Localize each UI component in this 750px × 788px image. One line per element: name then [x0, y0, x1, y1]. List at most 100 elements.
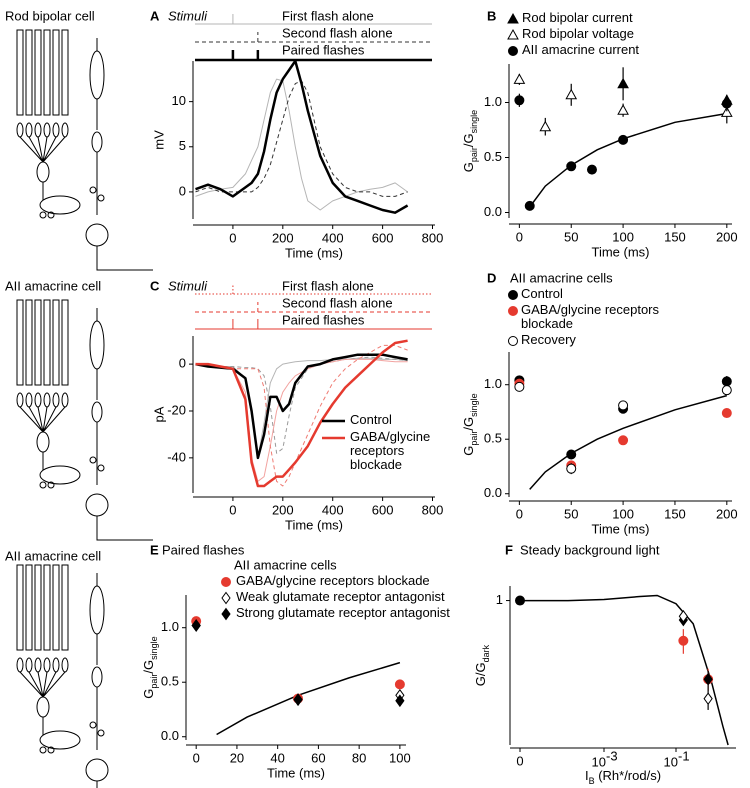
y-tick-label: 0.5: [484, 431, 502, 446]
x-tick-label: 0: [229, 230, 236, 245]
legend-label-line: blockade: [521, 316, 573, 331]
chart-title: Paired flashes: [162, 542, 245, 557]
legend-label: Rod bipolar voltage: [522, 26, 634, 41]
legend-marker: [507, 12, 519, 24]
y-axis-label-part: single: [149, 636, 159, 660]
x-axis-label: Time (ms): [591, 244, 649, 259]
x-tick-label: 400: [322, 502, 344, 517]
stimulus-name: Paired flashes: [282, 312, 365, 327]
chart-title: Steady background light: [520, 542, 660, 557]
data-point: [191, 619, 201, 632]
legend-label: Control: [350, 412, 392, 427]
data-point: [678, 635, 689, 646]
stimulus-name: First flash alone: [282, 278, 374, 293]
y-tick-label: 1.0: [484, 376, 502, 391]
y-axis-label-part: G: [141, 689, 156, 699]
stimulus-name: Second flash alone: [282, 25, 393, 40]
cell-label: Rod bipolar cell: [5, 8, 95, 23]
stimulus-name: First flash alone: [282, 8, 374, 23]
y-tick-label: -20: [167, 402, 186, 417]
legend-label-line: receptors: [350, 443, 405, 458]
x-tick-label: 50: [564, 229, 578, 244]
cell-diagram: [16, 29, 154, 271]
data-point: [720, 106, 733, 117]
y-tick-label: 0: [179, 183, 186, 198]
x-axis-label: IB (Rh*/rod/s): [585, 768, 661, 786]
trace: [195, 78, 408, 211]
y-axis-label-part: dark: [481, 644, 491, 662]
trace: [195, 344, 408, 487]
x-tick-label: 100: [389, 750, 411, 765]
legend-marker: [507, 28, 519, 40]
stimulus-name: Second flash alone: [282, 295, 393, 310]
legend-label: Recovery: [521, 332, 576, 347]
x-tick-exponent: -3: [606, 748, 618, 763]
legend-label-line: Strong glutamate receptor antagonist: [236, 605, 450, 620]
data-point: [703, 692, 713, 706]
panel-label: E: [150, 542, 159, 557]
cell-label: AII amacrine cell: [5, 278, 101, 293]
x-axis-label-part: (Rh*/rod/s): [595, 768, 661, 783]
x-tick-label: 600: [372, 230, 394, 245]
x-tick-label: 80: [352, 750, 366, 765]
x-tick-label: 800: [422, 230, 444, 245]
y-tick-label: 0.5: [161, 674, 179, 689]
x-tick-label: 0: [193, 750, 200, 765]
panel-label: A: [150, 8, 160, 23]
y-tick-label: 1.0: [484, 94, 502, 109]
legend-label-line: Rod bipolar current: [522, 10, 633, 25]
data-point: [566, 449, 577, 460]
legend-marker: [221, 607, 231, 621]
data-point: [514, 95, 525, 106]
trace: [195, 80, 408, 197]
x-tick-label: 200: [272, 502, 294, 517]
legend-title: AII amacrine cells: [234, 557, 337, 572]
x-tick-label: 0: [229, 502, 236, 517]
legend-label: GABA/glycine receptors blockade: [521, 302, 663, 331]
trace: [195, 59, 409, 214]
x-tick-exponent: -1: [678, 748, 690, 763]
data-point: [721, 376, 732, 387]
legend-label-line: Weak glutamate receptor antagonist: [236, 589, 445, 604]
fit-curve: [216, 661, 401, 736]
y-axis-label-part: G: [461, 446, 476, 456]
stimuli-label: Stimuli: [168, 8, 208, 23]
data-point: [618, 400, 629, 411]
y-tick-label: 1.0: [161, 619, 179, 634]
x-axis-label: Time (ms): [591, 521, 649, 536]
x-tick-label: 50: [564, 506, 578, 521]
data-point: [703, 672, 713, 686]
cell-diagram: [16, 299, 154, 541]
x-tick-label: 600: [372, 502, 394, 517]
data-point: [515, 595, 525, 606]
y-axis-label-part: /G: [461, 133, 476, 147]
legend-label-line: Control: [521, 286, 563, 301]
y-axis-label-part: pair: [469, 147, 479, 162]
y-axis-label: Gpair/Gsingle: [461, 110, 479, 172]
legend-label-line: GABA/glycine receptors: [521, 302, 660, 317]
data-point: [721, 408, 732, 419]
y-axis-label: mV: [151, 130, 166, 150]
x-tick-label: 60: [311, 750, 325, 765]
legend-marker: [508, 46, 518, 56]
trace: [195, 358, 408, 482]
panel-label: D: [487, 270, 496, 285]
data-point: [721, 98, 732, 109]
data-point: [539, 120, 552, 132]
legend-label-line: AII amacrine current: [522, 42, 639, 57]
legend-label-line: Control: [350, 412, 392, 427]
y-axis-label-part: /G: [461, 417, 476, 431]
fit-curve: [529, 394, 727, 490]
legend-marker: [508, 306, 518, 316]
data-point: [565, 88, 578, 100]
data-point: [394, 679, 405, 690]
legend-label-line: blockade: [350, 457, 402, 472]
x-tick-label: 100: [612, 506, 634, 521]
data-point: [617, 77, 629, 89]
y-axis-label: pA: [151, 406, 166, 422]
x-tick-label: 150: [664, 229, 686, 244]
legend-label-line: GABA/glycine receptors blockade: [236, 573, 430, 588]
data-point: [617, 104, 629, 115]
y-axis-label-part: single: [469, 110, 479, 134]
panel-label: B: [487, 8, 496, 23]
